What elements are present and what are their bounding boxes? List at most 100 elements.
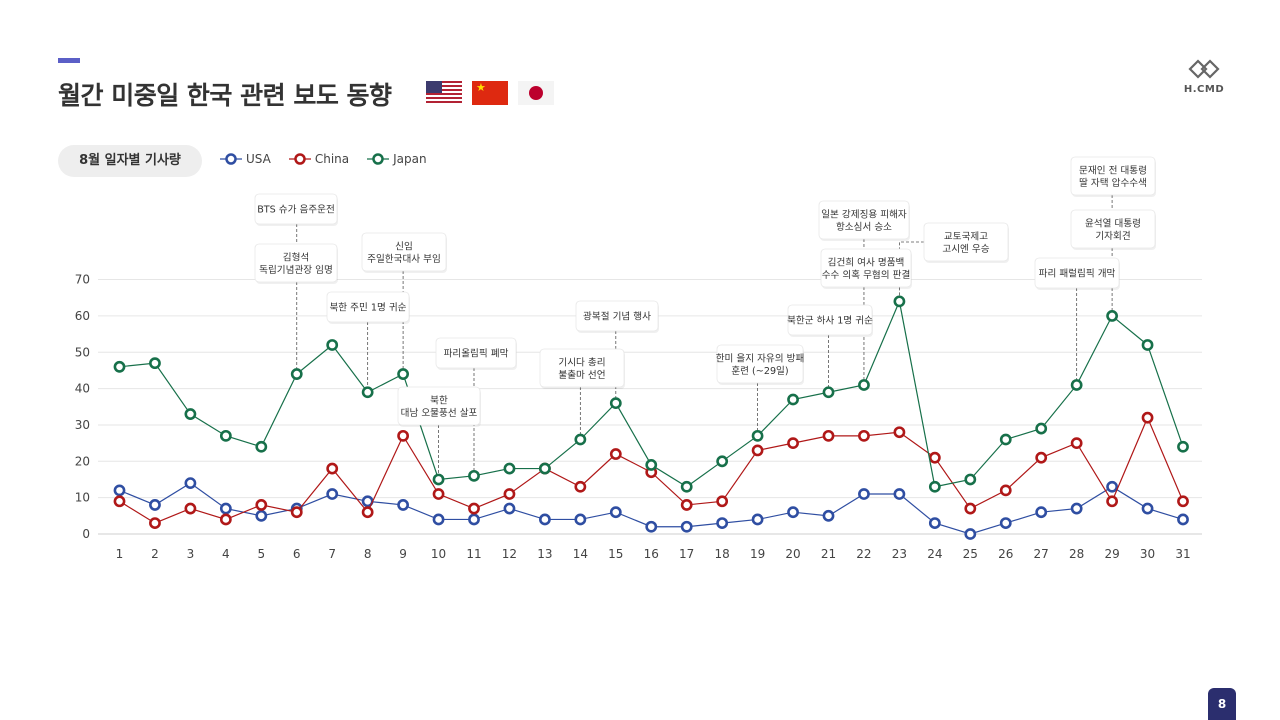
data-point-usa: [149, 499, 161, 511]
annotation-box: [361, 232, 447, 272]
data-point-japan: [999, 433, 1012, 446]
data-point-japan: [645, 459, 658, 471]
annotation-box: [1070, 209, 1156, 249]
data-point-usa: [1106, 480, 1118, 493]
china-flag-icon: ★: [472, 81, 508, 105]
data-point-china: [397, 429, 409, 442]
data-point-china: [1035, 451, 1048, 464]
chart-title: 8월 일자별 기사량: [58, 145, 202, 177]
x-tick-label: 10: [431, 547, 446, 561]
x-tick-label: 22: [856, 547, 871, 561]
data-point-usa: [609, 506, 622, 519]
x-tick-label: 8: [364, 547, 372, 561]
x-tick-label: 15: [608, 547, 623, 561]
data-point-usa: [397, 499, 409, 511]
annotation-label: 신임 주일한국대사 부임: [367, 240, 441, 265]
data-point-usa: [326, 488, 339, 500]
data-point-usa: [1141, 502, 1154, 515]
data-point-usa: [255, 509, 268, 522]
data-point-japan: [858, 379, 870, 391]
data-point-japan: [219, 429, 232, 442]
x-tick-label: 28: [1069, 547, 1084, 561]
data-point-japan: [751, 429, 764, 442]
data-point-usa: [858, 488, 870, 500]
annotation-label: 북한 주민 1명 귀순: [329, 303, 406, 314]
annotation-box: [716, 344, 804, 384]
x-tick-label: 20: [785, 547, 800, 561]
annotation-label: 일본 강제징용 피해자 항소심서 승소: [821, 208, 907, 233]
data-point-japan: [1035, 422, 1048, 435]
x-tick-label: 14: [573, 547, 588, 561]
x-tick-label: 13: [537, 547, 552, 561]
x-tick-label: 18: [715, 547, 730, 561]
data-point-china: [184, 502, 197, 515]
data-point-china: [928, 451, 941, 464]
logo-icon: [1188, 59, 1220, 79]
y-tick-label: 10: [75, 491, 90, 505]
x-tick-label: 7: [328, 547, 336, 561]
page-number: 8: [1208, 688, 1236, 720]
data-point-usa: [822, 509, 835, 522]
legend-item-usa: USA: [220, 152, 271, 166]
data-point-japan: [255, 440, 268, 453]
annotation-box: [1034, 257, 1120, 289]
data-point-china: [574, 480, 587, 493]
y-tick-label: 0: [82, 527, 90, 541]
data-point-usa: [219, 502, 232, 515]
data-point-japan: [928, 480, 941, 493]
data-point-japan: [468, 469, 480, 482]
data-point-china: [361, 506, 374, 519]
data-point-china: [858, 429, 870, 442]
annotation-label: 북한 대남 오물풍선 살포: [401, 395, 478, 419]
data-point-japan: [361, 386, 374, 399]
data-point-china: [999, 484, 1012, 497]
y-tick-label: 50: [75, 345, 90, 359]
annotation-label: 김건희 여사 명품백 수수 의혹 무혐의 판결: [822, 256, 911, 281]
data-point-china: [1177, 495, 1189, 508]
data-point-china: [716, 495, 729, 508]
legend-marker-usa: [220, 153, 242, 165]
data-point-usa: [893, 488, 906, 500]
data-point-china: [219, 513, 232, 526]
data-point-usa: [680, 520, 693, 533]
x-tick-label: 3: [187, 547, 195, 561]
x-tick-label: 23: [892, 547, 907, 561]
annotation-label: 문재인 전 대통령 딸 자택 압수수색: [1079, 164, 1147, 189]
us-flag-icon: [426, 81, 462, 105]
data-point-china: [751, 444, 764, 457]
annotation-box: [435, 337, 517, 369]
data-point-japan: [574, 433, 587, 446]
x-tick-label: 26: [998, 547, 1013, 561]
data-point-usa: [999, 517, 1012, 529]
data-point-usa: [751, 513, 764, 526]
x-tick-label: 9: [399, 547, 407, 561]
legend-item-china: China: [288, 152, 349, 166]
data-point-japan: [539, 462, 551, 475]
flag-group: ★: [426, 81, 554, 105]
data-point-china: [290, 506, 303, 519]
data-point-china: [1141, 411, 1154, 424]
x-tick-label: 11: [466, 547, 481, 561]
data-point-usa: [964, 528, 977, 540]
data-point-japan: [893, 295, 906, 308]
data-point-usa: [184, 477, 197, 490]
data-point-japan: [787, 393, 799, 406]
annotation-label: 윤석열 대통령 기자회견: [1085, 217, 1141, 242]
data-point-usa: [787, 506, 799, 519]
annotation-box: [818, 200, 910, 240]
data-point-japan: [184, 408, 197, 420]
annotation-label: 교토국제고 고시엔 우승: [942, 231, 989, 255]
x-tick-label: 17: [679, 547, 694, 561]
annotation-label: 기시다 총리 불출마 선언: [558, 357, 605, 381]
page-title: 월간 미중일 한국 관련 보도 동향: [58, 81, 392, 110]
annotation-label: 북한군 하사 1명 귀순: [787, 315, 873, 327]
data-point-china: [255, 499, 268, 511]
data-point-usa: [1070, 502, 1083, 515]
data-point-usa: [468, 513, 480, 526]
x-tick-label: 29: [1104, 547, 1119, 561]
x-tick-label: 30: [1140, 547, 1155, 561]
data-point-japan: [503, 462, 516, 475]
x-tick-label: 25: [963, 547, 978, 561]
y-tick-label: 30: [75, 418, 90, 432]
data-point-japan: [149, 357, 161, 370]
